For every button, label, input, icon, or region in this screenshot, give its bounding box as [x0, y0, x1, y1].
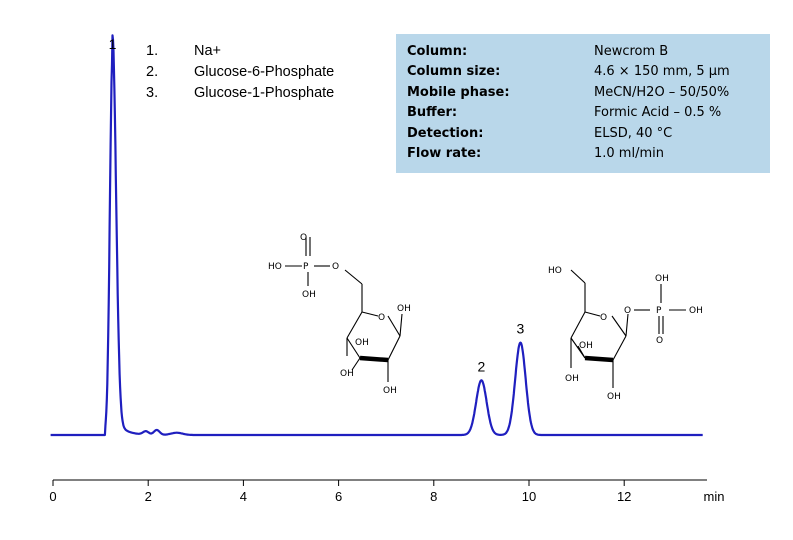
g1p-oh-label: OH — [689, 306, 703, 316]
condition-key: Mobile phase: — [407, 84, 510, 100]
g1p-oh-label: OH — [579, 341, 593, 351]
x-tick-label: 2 — [145, 489, 152, 504]
g6p-ring-o-label: O — [378, 313, 385, 323]
condition-value: 4.6 × 150 mm, 5 µm — [594, 64, 730, 80]
g6p-ether-o-label: O — [332, 262, 339, 272]
x-tick-label: 4 — [240, 489, 247, 504]
g6p-ho-label: HO — [268, 262, 282, 272]
condition-row: Detection: ELSD, 40 °C — [407, 123, 770, 144]
glucose-6-phosphate-structure: O HO P O OH O OH OH OH OH — [268, 233, 411, 396]
g6p-p-label: P — [303, 262, 309, 272]
g1p-ho-label: HO — [548, 266, 562, 276]
g1p-p-label: P — [656, 306, 662, 316]
condition-value: ELSD, 40 °C — [594, 125, 673, 141]
peak-legend: 1. Na+ 2. Glucose-6-Phosphate 3. Glucose… — [146, 41, 334, 104]
condition-value: 1.0 ml/min — [594, 146, 664, 162]
x-tick-label: 0 — [49, 489, 56, 504]
chromatogram-line — [50, 34, 704, 437]
g6p-oh-label: OH — [397, 304, 411, 314]
peak-label: 3 — [517, 321, 525, 337]
legend-number: 2. — [146, 64, 159, 80]
x-tick-label: 8 — [430, 489, 437, 504]
condition-value: Formic Acid – 0.5 % — [594, 105, 722, 121]
x-tick-label: 10 — [522, 489, 536, 504]
legend-item: 3. Glucose-1-Phosphate — [146, 83, 334, 104]
g6p-oh-label: OH — [340, 369, 354, 379]
condition-value: MeCN/H2O – 50/50% — [594, 84, 730, 100]
legend-number: 1. — [146, 43, 159, 59]
condition-row: Flow rate: 1.0 ml/min — [407, 144, 770, 165]
condition-row: Column: Newcrom B — [407, 41, 770, 62]
condition-value: Newcrom B — [594, 43, 669, 59]
g1p-link-o-label: O — [624, 306, 631, 316]
g1p-oh-label: OH — [607, 392, 621, 402]
x-axis-unit-label: min — [704, 489, 725, 504]
legend-number: 3. — [146, 85, 159, 101]
x-tick-label: 6 — [335, 489, 342, 504]
legend-item: 2. Glucose-6-Phosphate — [146, 62, 334, 83]
g1p-oh-label: OH — [565, 374, 579, 384]
peak-label: 1 — [109, 36, 117, 52]
peak-labels: 1 2 3 — [109, 36, 525, 374]
g6p-oh-label: OH — [383, 386, 397, 396]
legend-item: 1. Na+ — [146, 41, 334, 62]
legend-name: Glucose-6-Phosphate — [194, 64, 335, 80]
condition-row: Mobile phase: MeCN/H2O – 50/50% — [407, 82, 770, 103]
condition-row: Column size: 4.6 × 150 mm, 5 µm — [407, 62, 770, 83]
g6p-oh-label: OH — [355, 338, 369, 348]
x-tick-label: 12 — [617, 489, 631, 504]
legend-name: Glucose-1-Phosphate — [194, 85, 335, 101]
peak-label: 2 — [478, 358, 486, 374]
condition-key: Buffer: — [407, 105, 458, 121]
condition-row: Buffer: Formic Acid – 0.5 % — [407, 103, 770, 124]
chromatogram-trace — [50, 34, 704, 437]
condition-key: Flow rate: — [407, 146, 482, 162]
g1p-oh-label: OH — [655, 274, 669, 284]
g6p-o-label: O — [300, 233, 307, 243]
glucose-1-phosphate-structure: HO O O P OH OH O OH OH OH — [548, 266, 703, 402]
legend-name: Na+ — [194, 43, 222, 59]
condition-key: Detection: — [407, 125, 484, 141]
g6p-oh-label: OH — [302, 290, 316, 300]
x-axis-ticks: 0 2 4 6 8 10 12 min — [49, 480, 724, 504]
conditions-box: Column: Newcrom B Column size: 4.6 × 150… — [396, 34, 770, 173]
g1p-o-label: O — [656, 336, 663, 346]
g1p-ring-o-label: O — [600, 313, 607, 323]
condition-key: Column size: — [407, 64, 501, 80]
condition-key: Column: — [407, 43, 468, 59]
